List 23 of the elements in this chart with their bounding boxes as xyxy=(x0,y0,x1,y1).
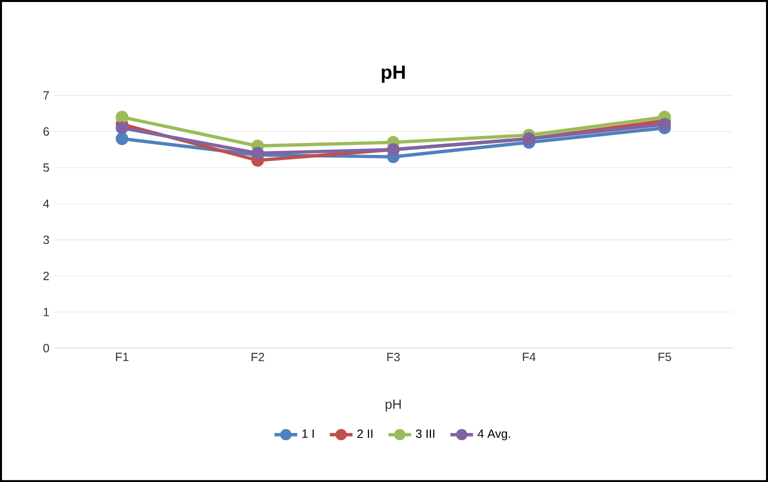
y-tick-label: 1 xyxy=(44,308,49,316)
x-tick-label: F4 xyxy=(522,352,536,361)
legend-label: 1 I xyxy=(302,430,314,438)
y-tick-label: 6 xyxy=(43,127,49,136)
y-tick-label: 2 xyxy=(43,272,49,280)
y-tick-label: 0 xyxy=(43,344,50,352)
x-axis-title: pH xyxy=(386,400,401,412)
x-tick-label: F1 xyxy=(116,352,128,361)
legend-label: 3 III xyxy=(416,429,434,438)
y-tick-label: 4 xyxy=(43,200,50,208)
point xyxy=(116,110,128,124)
point xyxy=(116,122,128,134)
point xyxy=(658,118,671,131)
x-tick-label: F3 xyxy=(387,352,400,362)
x-tick-label: F5 xyxy=(658,352,672,362)
legend-label: 4 Avg. xyxy=(478,430,510,440)
y-tick-label: 3 xyxy=(43,236,49,244)
y-tick-label: 5 xyxy=(43,163,49,172)
y-tick-label: 7 xyxy=(43,91,49,100)
point xyxy=(116,132,128,146)
chart-title: pH xyxy=(382,66,405,83)
legend-label: 2 II xyxy=(357,429,372,438)
x-tick-label: F2 xyxy=(252,352,264,362)
